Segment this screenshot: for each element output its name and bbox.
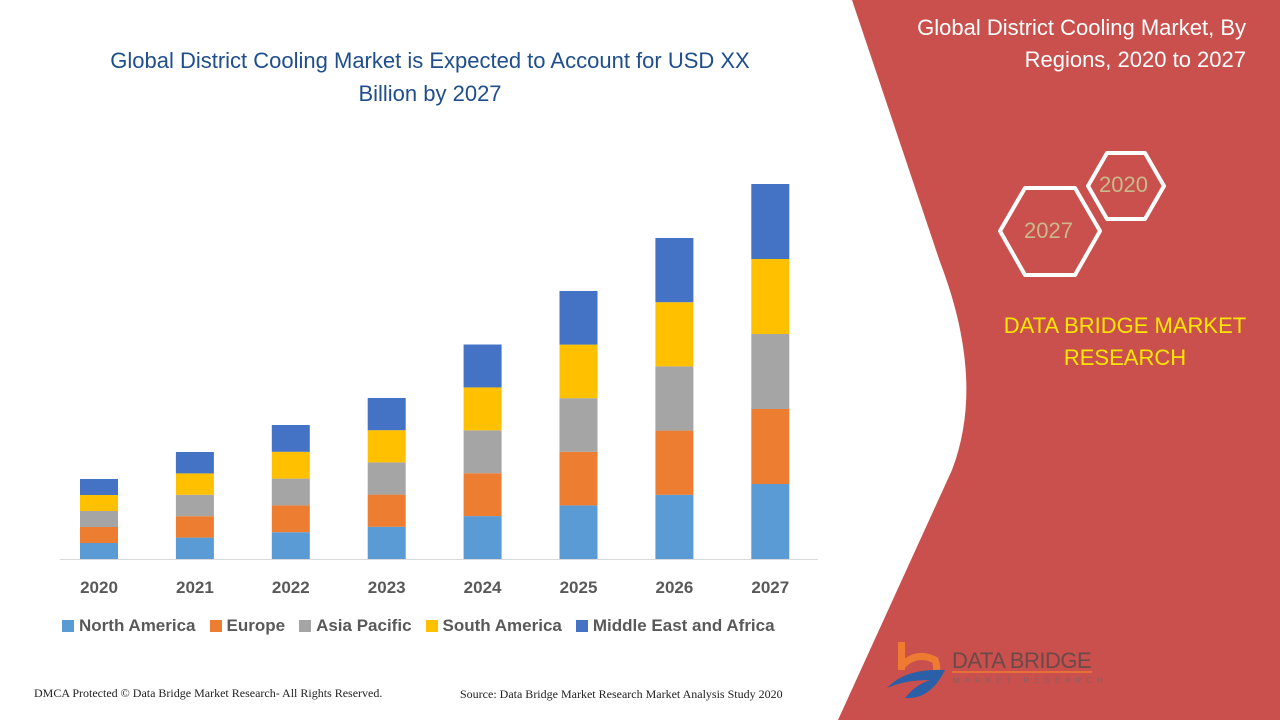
bar-segment-2026-asia-pacific (655, 366, 694, 431)
chart-title: Global District Cooling Market is Expect… (110, 48, 750, 106)
red-side-panel (838, 0, 1280, 720)
logo-icon (887, 642, 1092, 699)
legend-label: Middle East and Africa (592, 616, 775, 635)
x-tick-label: 2021 (176, 578, 214, 597)
bar-segment-2024-middle-east-and-africa (463, 344, 502, 388)
bar-segment-2023-europe (367, 494, 406, 527)
bar-segment-2021-asia-pacific (175, 494, 214, 517)
bar-segment-2024-europe (463, 473, 502, 517)
bar-segment-2026-south-america (655, 302, 694, 367)
legend-swatch (299, 620, 312, 632)
source-text: Source: Data Bridge Market Research Mark… (460, 687, 783, 701)
bar-segment-2027-middle-east-and-africa (751, 184, 790, 259)
x-tick-label: 2025 (560, 578, 598, 597)
legend-label: Asia Pacific (316, 616, 412, 635)
legend-item: Middle East and Africa (575, 616, 775, 636)
bar-segment-2027-north-america (751, 484, 790, 559)
hexagon-2027 (998, 186, 1102, 277)
bar-segment-2021-north-america (175, 537, 214, 559)
bar-segment-2027-europe (751, 409, 790, 484)
hex-year-2027: 2027 (1024, 218, 1073, 243)
bar-segment-2023-north-america (367, 526, 406, 559)
copyright-text: DMCA Protected © Data Bridge Market Rese… (34, 686, 383, 700)
x-tick-label: 2026 (655, 578, 693, 597)
legend-swatch (209, 620, 222, 632)
legend-item: Asia Pacific (299, 616, 412, 636)
bar-segment-2024-south-america (463, 387, 502, 431)
bar-segment-2025-north-america (559, 505, 598, 559)
x-tick-label: 2027 (751, 578, 789, 597)
bar-segment-2021-europe (175, 516, 214, 538)
bar-segment-2025-middle-east-and-africa (559, 291, 598, 345)
hexagon-2020 (1086, 151, 1166, 221)
legend-label: Europe (226, 616, 286, 635)
bar-segment-2024-north-america (463, 516, 502, 559)
legend-item: Europe (209, 616, 286, 636)
bar-segment-2027-asia-pacific (751, 334, 790, 409)
bar-segment-2025-europe (559, 451, 598, 506)
bar-segment-2026-middle-east-and-africa (655, 238, 694, 303)
bar-segment-2027-south-america (751, 259, 790, 334)
legend-swatch (425, 620, 438, 632)
bar-segment-2020-north-america (80, 543, 118, 559)
x-tick-label: 2020 (80, 578, 118, 597)
bar-segment-2020-asia-pacific (80, 511, 118, 527)
bar-segment-2022-north-america (271, 532, 310, 559)
bar-segment-2023-middle-east-and-africa (367, 398, 406, 431)
bar-segment-2026-north-america (655, 494, 694, 559)
bar-segment-2021-south-america (175, 473, 214, 495)
bar-segment-2022-asia-pacific (271, 478, 310, 506)
x-tick-label: 2023 (368, 578, 406, 597)
bar-segment-2022-middle-east-and-africa (271, 425, 310, 452)
x-tick-label: 2024 (464, 578, 502, 597)
legend-swatch (575, 620, 588, 632)
legend-item: South America (425, 616, 562, 636)
hex-year-2020: 2020 (1099, 172, 1148, 197)
chart-legend: North America Europe Asia Pacific South Ame… (62, 616, 775, 636)
bar-segment-2023-asia-pacific (367, 462, 406, 495)
legend-swatch (62, 620, 74, 632)
legend-label: North America (79, 616, 196, 635)
bar-segment-2024-asia-pacific (463, 430, 502, 474)
bar-segment-2025-asia-pacific (559, 398, 598, 452)
logo-name: DATA BRIDGE (952, 648, 1092, 673)
bar-segment-2020-europe (80, 527, 118, 543)
bar-segment-2020-middle-east-and-africa (80, 479, 118, 495)
logo-tagline: MARKET RESEARCH (953, 676, 1108, 685)
bar-segment-2022-europe (271, 505, 310, 533)
bar-segment-2026-europe (655, 430, 694, 495)
bar-segment-2020-south-america (80, 495, 118, 511)
brand-text: DATA BRIDGE MARKET RESEARCH (1003, 313, 1247, 370)
legend-label: South America (442, 616, 562, 635)
x-tick-label: 2022 (272, 578, 310, 597)
bar-segment-2023-south-america (367, 430, 406, 463)
bar-segment-2021-middle-east-and-africa (175, 452, 214, 474)
side-panel-title: Global District Cooling Market, By Regio… (917, 15, 1246, 72)
bar-segment-2022-south-america (271, 451, 310, 479)
legend-item: North America (62, 616, 196, 636)
bar-segment-2025-south-america (559, 344, 598, 399)
